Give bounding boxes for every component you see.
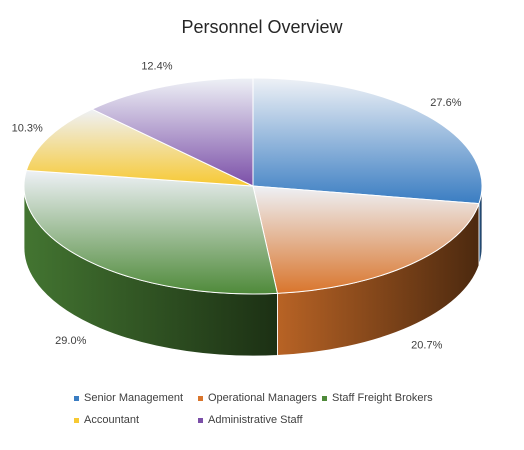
legend-item-administrative-staff: Administrative Staff <box>198 414 303 426</box>
chart-title: Personnel Overview <box>181 17 343 37</box>
data-label-operational-managers: 20.7% <box>411 339 442 351</box>
legend-swatch <box>322 395 327 401</box>
legend-swatch <box>198 417 203 423</box>
slice-accountant <box>25 108 254 187</box>
slice-operational-managers <box>252 185 480 294</box>
legend-label: Staff Freight Brokers <box>332 392 433 404</box>
slice-staff-freight-brokers <box>23 169 279 295</box>
data-label-accountant: 10.3% <box>12 122 43 134</box>
legend-item-operational-managers: Operational Managers <box>198 392 317 404</box>
legend-item-accountant: Accountant <box>74 414 139 426</box>
legend-label: Administrative Staff <box>208 414 303 426</box>
legend-label: Operational Managers <box>208 392 317 404</box>
slice-administrative-staff <box>90 77 254 187</box>
data-label-senior-management: 27.6% <box>430 97 461 109</box>
legend-swatch <box>74 417 79 423</box>
data-label-staff-freight-brokers: 29.0% <box>55 335 86 347</box>
legend-label: Senior Management <box>84 392 184 404</box>
legend-label: Accountant <box>84 414 140 426</box>
slice-senior-management <box>252 77 483 205</box>
legend-item-staff-freight-brokers: Staff Freight Brokers <box>322 392 433 404</box>
legend-swatch <box>198 395 203 401</box>
legend-swatch <box>74 395 79 401</box>
data-label-administrative-staff: 12.4% <box>141 61 172 73</box>
legend-item-senior-management: Senior Management <box>74 392 183 404</box>
